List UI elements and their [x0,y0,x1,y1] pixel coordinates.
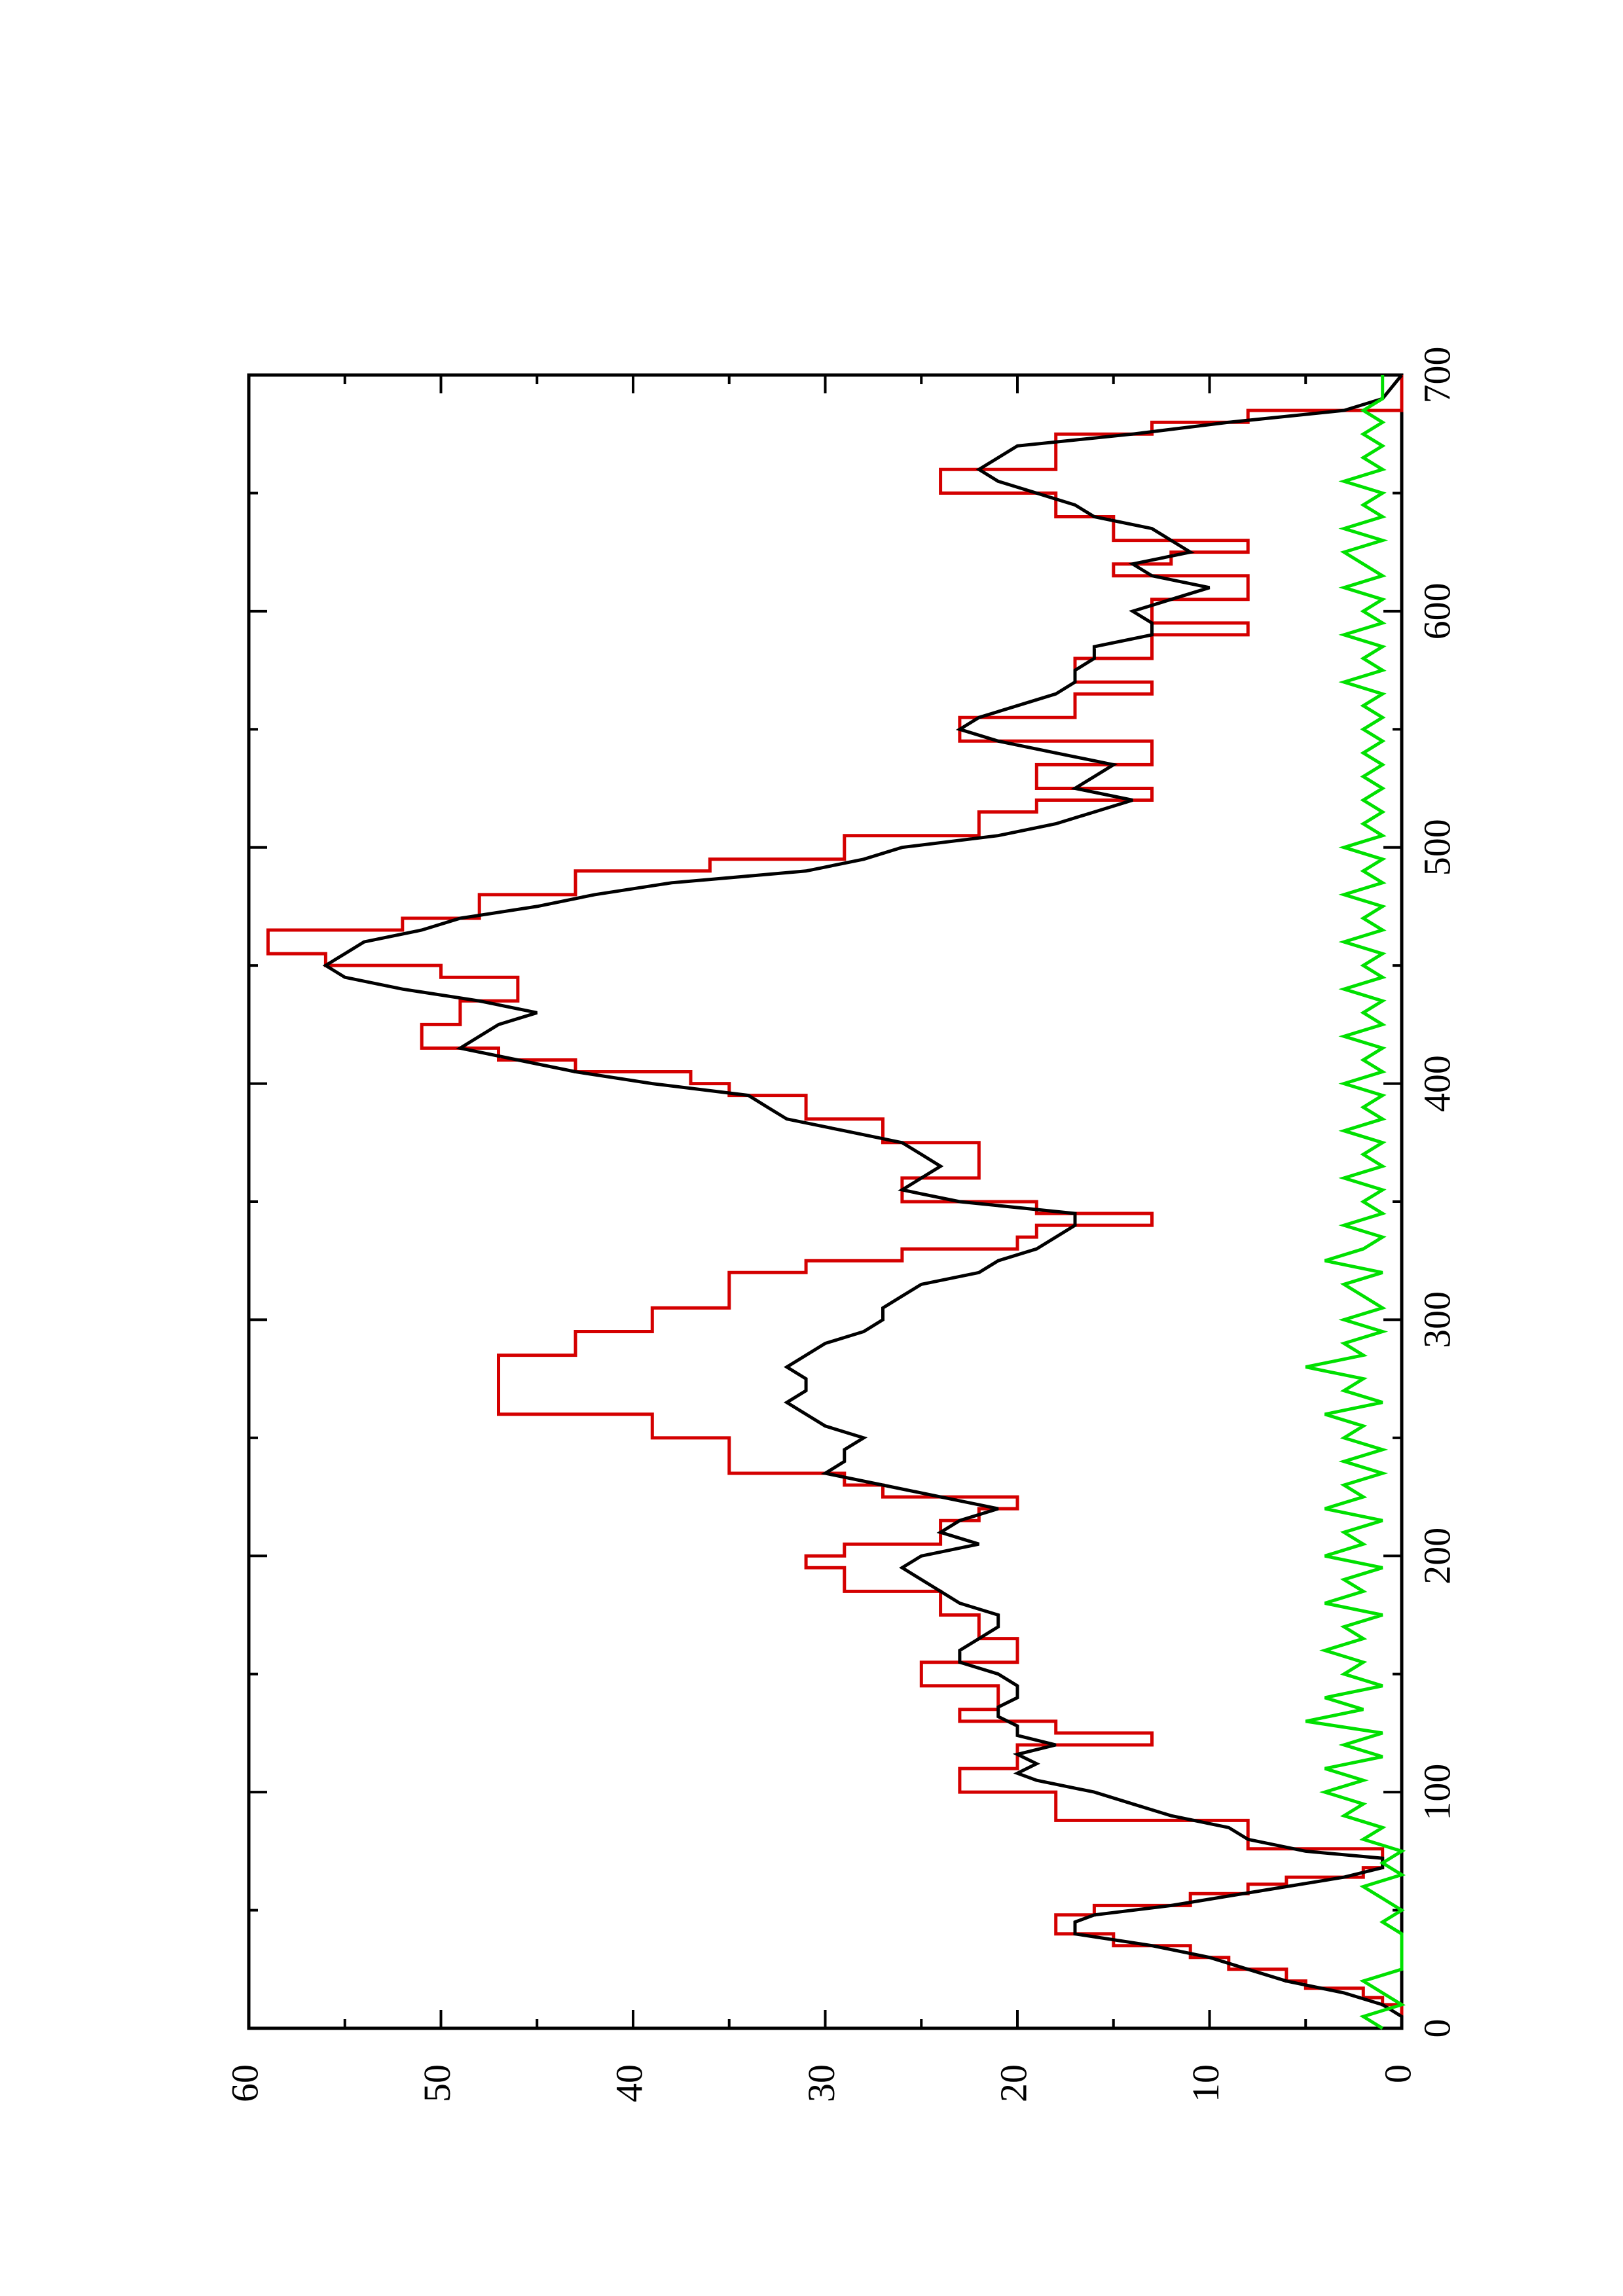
y-tick-label: 40 [608,2064,650,2102]
x-tick-label: 0 [1415,2019,1458,2038]
data-series [266,374,1406,2030]
axis-ticks [247,374,1403,2030]
x-tick-label: 100 [1415,1764,1458,1821]
axis-tick-labels: 0 100 200 300 400 500 600 700 0 10 20 30 40 50 60 [223,347,1458,2103]
x-tick-label: 500 [1415,819,1458,876]
y-tick-label: 10 [1184,2064,1227,2102]
x-tick-label: 400 [1415,1055,1458,1112]
y-tick-label: 60 [223,2064,266,2102]
y-tick-label: 50 [416,2064,458,2102]
y-tick-label: 20 [992,2064,1034,2102]
x-tick-label: 700 [1415,347,1458,404]
x-tick-label: 200 [1415,1528,1458,1585]
black-series-line [322,374,1404,2028]
x-tick-label: 300 [1415,1291,1458,1348]
y-tick-label: 30 [800,2064,843,2102]
y-tick-label: 0 [1376,2064,1419,2083]
x-tick-label: 600 [1415,583,1458,639]
green-series-line [1305,375,1406,2030]
red-step-series-line [266,375,1404,2028]
